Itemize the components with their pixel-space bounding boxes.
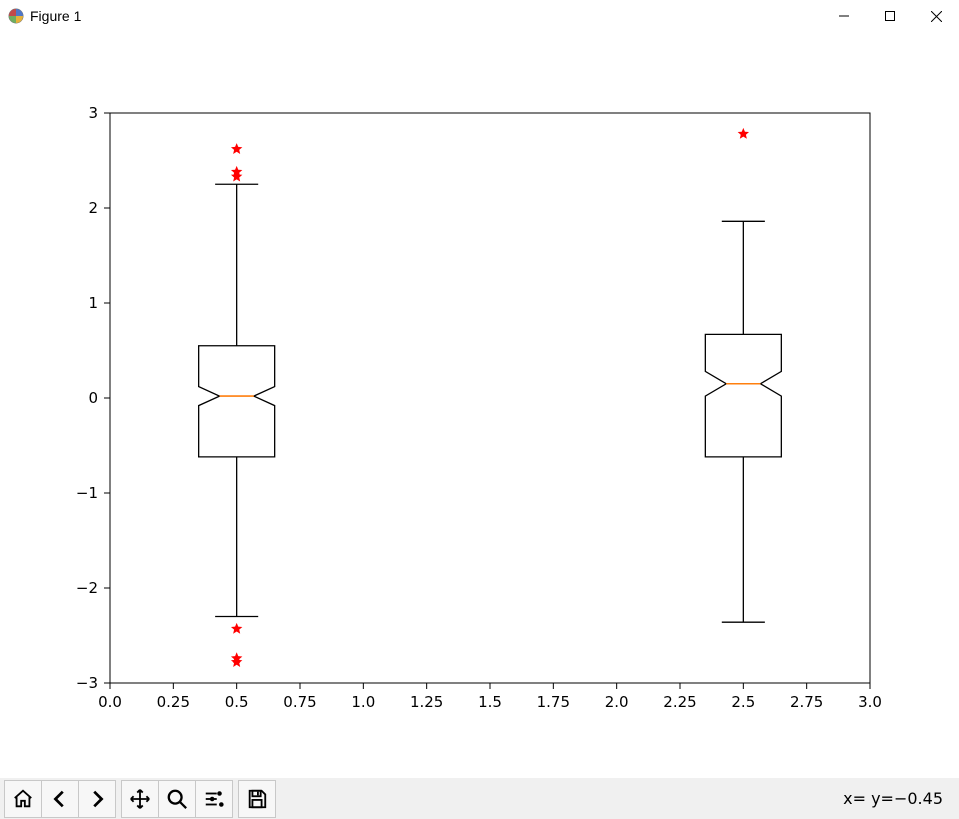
svg-text:0.5: 0.5: [225, 693, 249, 711]
svg-text:1: 1: [88, 294, 98, 312]
home-button[interactable]: [4, 780, 42, 818]
svg-text:1.75: 1.75: [537, 693, 570, 711]
svg-text:0.0: 0.0: [98, 693, 122, 711]
svg-text:2: 2: [88, 199, 98, 217]
app-icon: [8, 8, 24, 24]
svg-text:0: 0: [88, 389, 98, 407]
svg-text:−1: −1: [76, 484, 98, 502]
back-button[interactable]: [41, 780, 79, 818]
window-title: Figure 1: [30, 8, 81, 24]
svg-text:0.25: 0.25: [157, 693, 190, 711]
pan-button[interactable]: [121, 780, 159, 818]
svg-text:2.0: 2.0: [605, 693, 629, 711]
maximize-button[interactable]: [867, 0, 913, 32]
svg-text:2.25: 2.25: [663, 693, 696, 711]
forward-button[interactable]: [78, 780, 116, 818]
minimize-button[interactable]: [821, 0, 867, 32]
svg-text:3.0: 3.0: [858, 693, 882, 711]
subplots-button[interactable]: [195, 780, 233, 818]
svg-text:−2: −2: [76, 579, 98, 597]
coord-readout: x= y=−0.45: [843, 789, 943, 808]
svg-text:2.5: 2.5: [731, 693, 755, 711]
figure-window: Figure 1 0.0 0.25 0.5 0.75 1.0 1.25 1.5 1.75 2.0…: [0, 0, 959, 819]
svg-text:2.75: 2.75: [790, 693, 823, 711]
close-button[interactable]: [913, 0, 959, 32]
titlebar: Figure 1: [0, 0, 959, 33]
svg-text:0.75: 0.75: [283, 693, 316, 711]
svg-text:1.25: 1.25: [410, 693, 443, 711]
svg-text:−3: −3: [76, 674, 98, 692]
save-button[interactable]: [238, 780, 276, 818]
boxplot-chart[interactable]: 0.0 0.25 0.5 0.75 1.0 1.25 1.5 1.75 2.0 2.25 2.5 2.…: [0, 33, 959, 778]
zoom-button[interactable]: [158, 780, 196, 818]
nav-toolbar: x= y=−0.45: [0, 778, 959, 819]
svg-text:3: 3: [88, 104, 98, 122]
figure-area: 0.0 0.25 0.5 0.75 1.0 1.25 1.5 1.75 2.0 2.25 2.5 2.…: [0, 33, 959, 778]
svg-text:1.0: 1.0: [351, 693, 375, 711]
svg-text:1.5: 1.5: [478, 693, 502, 711]
